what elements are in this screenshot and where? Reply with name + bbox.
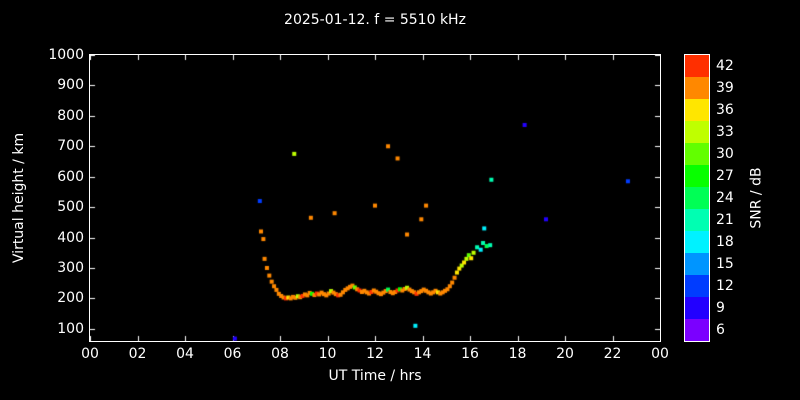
x-tick-label: 08 (271, 346, 289, 362)
y-tick-label: 1000 (48, 47, 84, 63)
x-tick-label: 00 (651, 346, 669, 362)
x-tick-label: 06 (223, 346, 242, 362)
colorbar-tick-label: 27 (716, 168, 734, 184)
colorbar-tick-label: 36 (716, 102, 734, 118)
colorbar-tick-label: 9 (716, 300, 725, 316)
colorbar-tick-label: 30 (716, 146, 734, 162)
plot-area (89, 54, 661, 342)
y-tick-label: 700 (57, 138, 84, 155)
y-tick-label: 400 (57, 229, 84, 246)
x-tick-label: 18 (508, 346, 527, 362)
colorbar-tick-label: 12 (716, 278, 734, 294)
y-tick-label: 200 (57, 290, 84, 307)
x-tick-label: 00 (81, 346, 99, 362)
colorbar-tick-label: 21 (716, 212, 734, 228)
y-tick-label: 500 (57, 199, 84, 216)
x-tick-label: 02 (128, 346, 147, 362)
colorbar-tick-label: 6 (716, 322, 725, 338)
x-tick-label: 14 (413, 346, 432, 362)
y-axis-label: Virtual height / km (11, 132, 27, 264)
colorbar-label: SNR / dB (749, 167, 766, 229)
x-tick-label: 20 (556, 346, 574, 362)
y-tick-label: 600 (57, 168, 84, 185)
y-axis-label-wrap: Virtual height / km (0, 54, 38, 342)
y-tick-label: 300 (57, 259, 84, 276)
x-axis-label: UT Time / hrs (328, 368, 422, 384)
colorbar-tick-label: 42 (716, 58, 734, 74)
colorbar (684, 54, 710, 342)
plot-canvas (90, 55, 660, 341)
y-tick-label: 800 (57, 107, 84, 124)
y-tick-label: 100 (57, 320, 84, 337)
x-tick-label: 04 (176, 346, 194, 362)
x-tick-label: 10 (318, 346, 337, 362)
colorbar-tick-label: 33 (716, 124, 734, 140)
x-tick-label: 12 (366, 346, 384, 362)
colorbar-tick-label: 15 (716, 256, 734, 272)
colorbar-tick-label: 24 (716, 190, 734, 206)
colorbar-label-wrap: SNR / dB (740, 54, 774, 342)
y-tick-label: 900 (57, 77, 84, 94)
x-tick-label: 22 (603, 346, 622, 362)
x-tick-label: 16 (461, 346, 479, 362)
chart-title: 2025-01-12. f = 5510 kHz (284, 12, 466, 28)
colorbar-tick-label: 39 (716, 80, 734, 96)
colorbar-tick-label: 18 (716, 234, 734, 250)
